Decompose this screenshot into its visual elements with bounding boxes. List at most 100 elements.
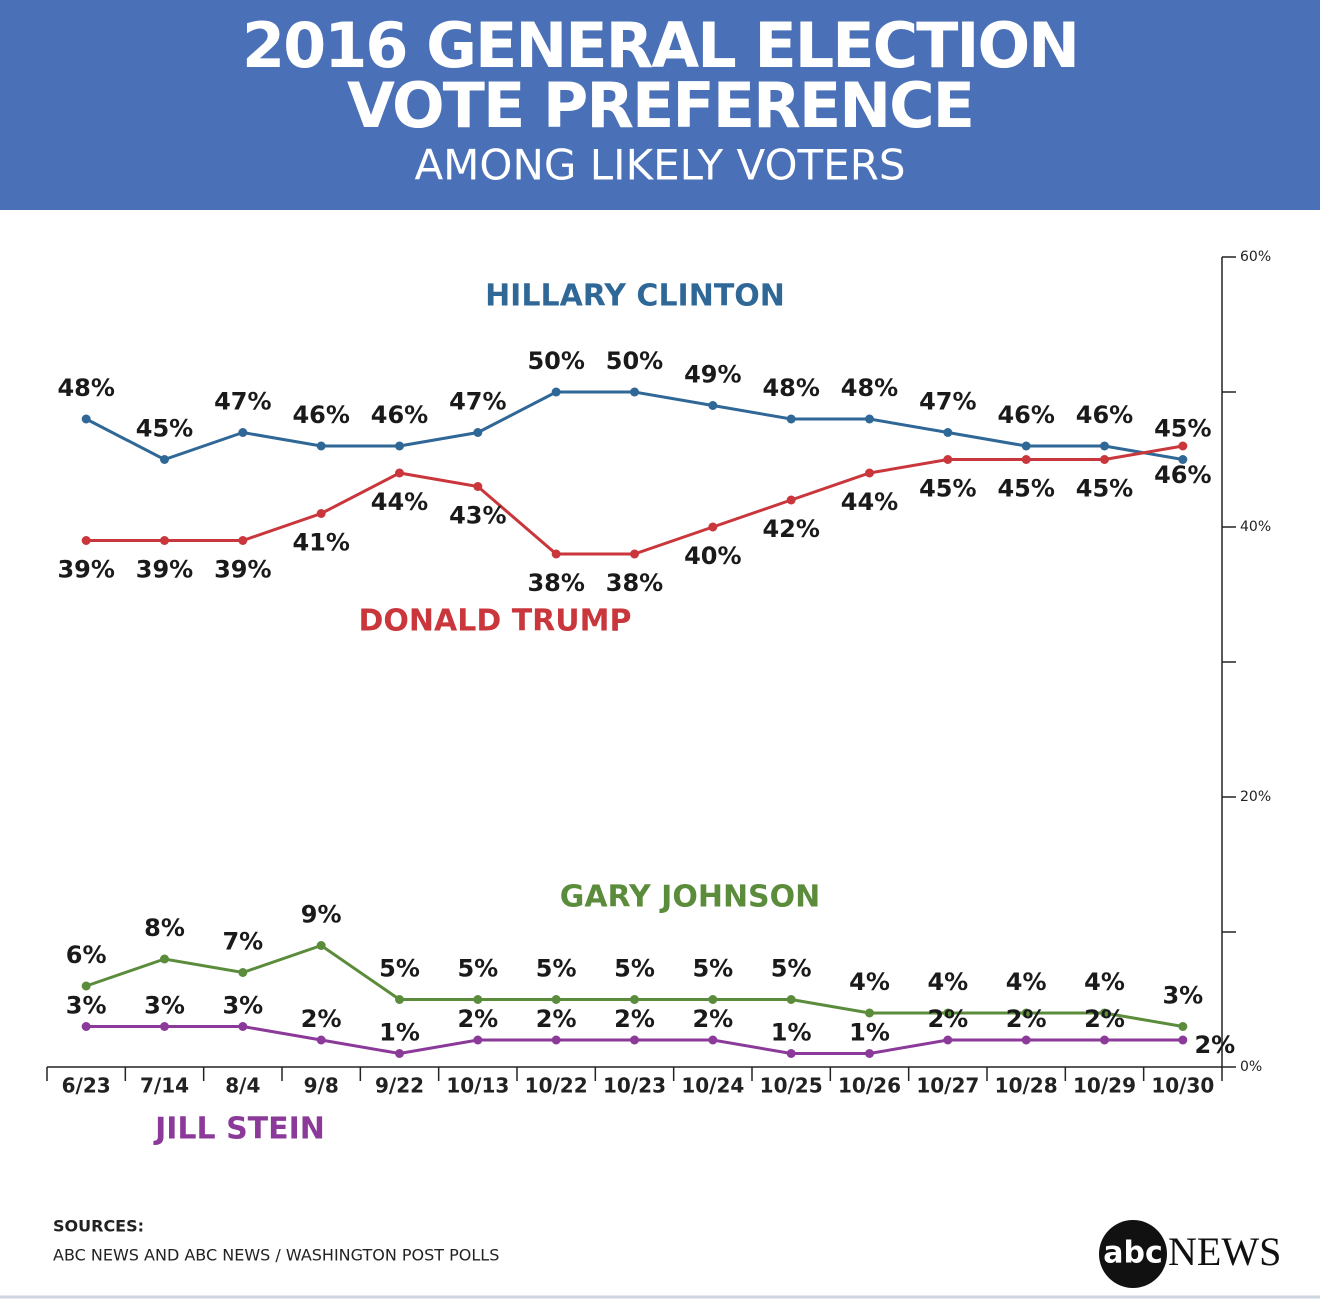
legend-label: GARY JOHNSON	[560, 880, 821, 915]
data-point	[1178, 455, 1188, 464]
data-label: 44%	[841, 488, 898, 516]
data-label: 45%	[919, 475, 976, 503]
data-point	[708, 1035, 718, 1045]
legend-label: HILLARY CLINTON	[485, 279, 785, 314]
data-label: 42%	[762, 515, 819, 543]
data-point	[1100, 1008, 1109, 1018]
logo-circle	[1099, 1220, 1167, 1288]
data-label: 41%	[292, 529, 349, 557]
legend-label: DONALD TRUMP	[359, 604, 632, 639]
data-label: 45%	[136, 415, 193, 443]
data-point	[316, 441, 326, 451]
x-tick-label: 10/30	[1151, 1074, 1214, 1098]
data-label: 45%	[1076, 475, 1133, 503]
logo-text: NEWS	[1168, 1229, 1281, 1274]
data-label: 48%	[57, 374, 114, 402]
data-label: 1%	[849, 1019, 890, 1047]
x-tick-label: 6/23	[62, 1074, 111, 1098]
data-label: 46%	[1154, 461, 1211, 489]
data-label: 4%	[927, 968, 968, 996]
data-label: 5%	[614, 955, 655, 983]
data-point	[1021, 1008, 1031, 1018]
data-label: 39%	[214, 556, 271, 584]
data-point	[473, 428, 483, 437]
x-tick-label: 9/22	[375, 1074, 424, 1098]
data-point	[238, 428, 248, 437]
data-label: 2%	[301, 1005, 342, 1033]
data-label: 8%	[144, 914, 185, 942]
data-label: 2%	[1084, 1005, 1125, 1033]
data-point	[1100, 455, 1109, 464]
data-label: 47%	[919, 388, 976, 416]
data-point	[865, 1049, 874, 1058]
data-label: 3%	[1162, 982, 1203, 1010]
data-point	[943, 1035, 953, 1045]
data-point	[786, 414, 796, 424]
data-label: 9%	[301, 901, 342, 929]
data-label: 45%	[997, 475, 1054, 503]
data-point	[473, 1035, 483, 1045]
y-tick-label: 0%	[1240, 1059, 1262, 1075]
data-label: 4%	[1084, 968, 1125, 996]
data-label: 47%	[214, 388, 271, 416]
data-point	[81, 536, 91, 545]
data-label: 3%	[144, 992, 185, 1020]
data-point	[708, 401, 718, 410]
data-point	[395, 995, 404, 1004]
x-tick-label: 10/25	[760, 1074, 823, 1098]
data-point	[160, 536, 169, 545]
data-point	[1178, 1022, 1188, 1031]
data-point	[865, 468, 874, 478]
x-tick-label: 10/28	[995, 1074, 1058, 1098]
data-label: 4%	[849, 968, 890, 996]
data-point	[1021, 1035, 1031, 1045]
data-label: 45%	[1154, 415, 1211, 443]
data-label: 47%	[449, 388, 506, 416]
x-tick-label: 10/26	[838, 1074, 901, 1098]
data-point	[551, 995, 561, 1004]
data-point	[865, 414, 874, 424]
data-label: 38%	[527, 569, 584, 597]
data-label: 5%	[457, 955, 498, 983]
data-point	[395, 441, 404, 451]
data-point	[786, 1049, 796, 1058]
x-tick-label: 9/8	[304, 1074, 339, 1098]
data-point	[943, 1008, 953, 1018]
data-label: 1%	[771, 1019, 812, 1047]
data-label: 7%	[222, 928, 263, 956]
data-point	[943, 455, 953, 464]
x-tick-label: 10/23	[603, 1074, 666, 1098]
data-point	[551, 387, 561, 397]
data-point	[238, 536, 248, 545]
data-point	[1100, 441, 1109, 451]
data-label: 48%	[841, 374, 898, 402]
data-point	[630, 387, 639, 397]
data-label: 44%	[371, 488, 428, 516]
data-point	[630, 1035, 639, 1045]
sources: ABC NEWS AND ABC NEWS / WASHINGTON POST …	[53, 1246, 499, 1265]
data-point	[630, 995, 639, 1004]
chart-title: 2016 GENERAL ELECTION	[242, 9, 1078, 82]
data-point	[473, 995, 483, 1004]
data-point	[316, 509, 326, 518]
data-label: 43%	[449, 502, 506, 530]
x-tick-label: 8/4	[225, 1074, 260, 1098]
data-label: 3%	[66, 992, 107, 1020]
y-tick-label: 40%	[1240, 519, 1271, 535]
data-label: 46%	[371, 401, 428, 429]
data-point	[1021, 441, 1031, 451]
data-label: 5%	[536, 955, 577, 983]
sources-heading: SOURCES:	[53, 1217, 144, 1236]
data-point	[708, 522, 718, 532]
data-point	[1021, 455, 1031, 464]
data-label: 48%	[762, 374, 819, 402]
legend-label: JILL STEIN	[153, 1112, 325, 1147]
data-label: 39%	[136, 556, 193, 584]
data-point	[395, 1049, 404, 1058]
y-tick-label: 20%	[1240, 789, 1271, 805]
data-point	[81, 1022, 91, 1031]
data-point	[630, 549, 639, 559]
data-label: 2%	[1194, 1031, 1235, 1059]
data-point	[395, 468, 404, 478]
